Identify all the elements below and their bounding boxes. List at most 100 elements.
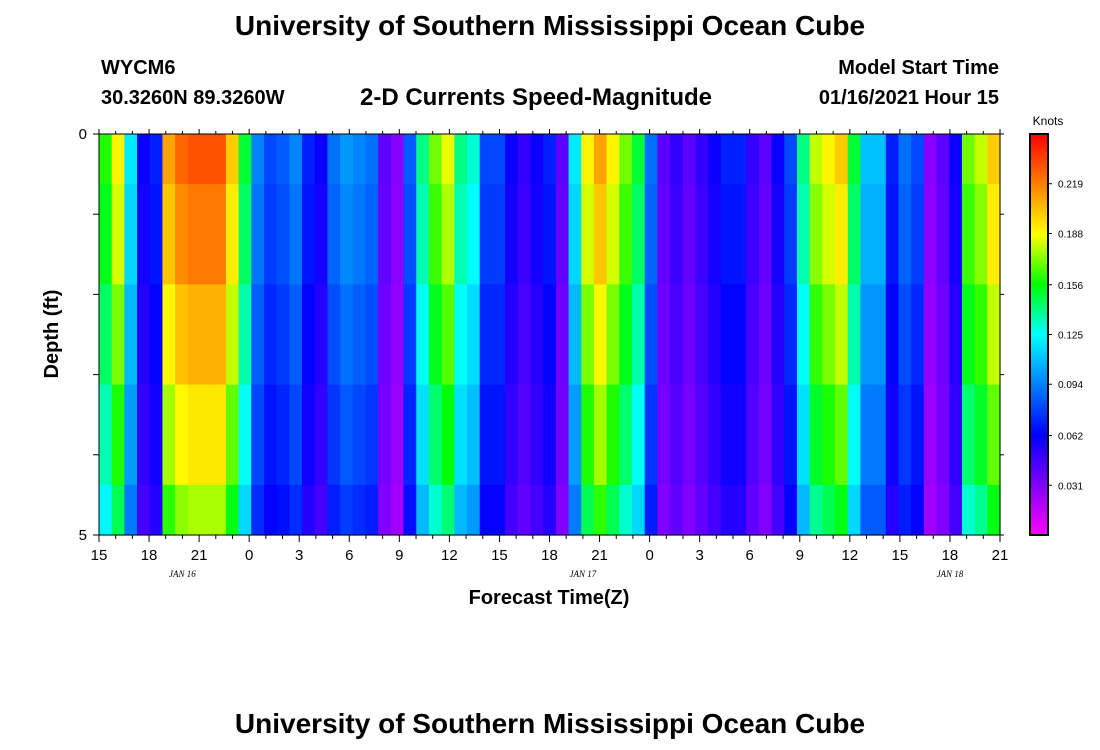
heatmap-cell [670,484,684,536]
heatmap-cell [428,384,443,486]
x-tick-label: 3 [295,547,303,564]
x-tick-label: 6 [345,547,353,564]
heatmap-cell [225,484,240,536]
heatmap-cell [251,184,265,285]
y-tick-label: 5 [79,527,87,544]
heatmap-cell [390,284,405,386]
heatmap-cell [911,284,925,386]
model-start-value: 01/16/2021 Hour 15 [818,87,999,109]
heatmap-cell [517,484,532,536]
heatmap-cell [720,184,735,285]
y-axis-label: Depth (ft) [41,290,63,379]
heatmap-cell [923,484,938,536]
heatmap-cell [733,184,747,285]
heatmap-cell [187,384,202,486]
heatmap-cell [695,134,709,185]
heatmap-cell [708,484,722,536]
heatmap-cell [708,184,722,285]
heatmap-cell [390,484,405,536]
heatmap-cell [340,134,354,185]
heatmap-cell [733,284,747,386]
heatmap-cell [479,284,493,386]
heatmap-cell [111,384,125,486]
heatmap-cell [822,484,836,536]
heatmap-cell [187,484,202,536]
heatmap-cell [149,184,164,285]
heatmap-cell [543,284,557,386]
heatmap-cell [847,484,862,536]
heatmap-cell [149,134,164,185]
heatmap-cell [213,184,227,285]
heatmap-cell [225,384,240,486]
heatmap-cell [479,384,493,486]
heatmap-cell [149,484,164,536]
heatmap-cell [898,284,912,386]
heatmap-cell [657,484,671,536]
heatmap-cell [492,484,506,536]
heatmap-cell [403,384,417,486]
x-tick-label: 9 [395,547,403,564]
heatmap-cell [428,134,443,185]
heatmap-cell [428,284,443,386]
heatmap-cell [530,184,544,285]
heatmap-cell [619,134,633,185]
heatmap-cell [403,484,417,536]
heatmap-cell [822,384,836,486]
heatmap-cell [873,184,887,285]
heatmap-cell [873,284,887,386]
heatmap-cell [746,184,760,285]
heatmap-cell [758,484,773,536]
heatmap-cell [162,134,176,185]
heatmap-cell [644,384,658,486]
heatmap-cell [276,134,290,185]
heatmap-cell [99,134,113,185]
heatmap-cell [784,284,798,386]
heatmap-cell [758,384,773,486]
heatmap-cell [720,484,735,536]
heatmap-cell [111,134,125,185]
heatmap-cell [441,484,455,536]
footer-title: University of Southern Mississippi Ocean… [234,708,866,739]
heatmap-cell [835,184,849,285]
heatmap-cell [682,184,697,285]
x-tick-label: 0 [645,547,653,564]
heatmap-cell [555,384,570,486]
chart-subtitle: 2-D Currents Speed-Magnitude [360,84,713,111]
x-tick-label: 3 [695,547,703,564]
heatmap-cell [746,284,760,386]
heatmap-cell [581,284,595,386]
heatmap-cell [454,284,468,386]
heatmap-cell [555,134,570,185]
y-axis: 05 [79,126,1004,544]
heatmap-cell [581,384,595,486]
heatmap-cell [835,134,849,185]
heatmap-cell [631,384,646,486]
heatmap-cell [606,384,620,486]
heatmap-cell [543,384,557,486]
x-tick-label: 12 [441,547,458,564]
heatmap-cell [555,184,570,285]
heatmap-cell [543,484,557,536]
heatmap-cell [593,284,608,386]
heatmap-cell [758,184,773,285]
heatmap-cell [365,484,379,536]
heatmap-cell [835,284,849,386]
heatmap-cell [593,134,608,185]
heatmap-cell [238,184,252,285]
heatmap-cell [187,184,202,285]
colorbar-tick-label: 0.031 [1058,481,1083,492]
heatmap-cell [923,184,938,285]
heatmap-cell [682,134,697,185]
heatmap-cell [124,284,138,386]
heatmap-cell [631,184,646,285]
heatmap-cell [276,384,290,486]
heatmap-cell [949,134,963,185]
model-start-label: Model Start Time [838,57,999,79]
heatmap-cell [505,134,519,185]
heatmap-cell [568,284,582,386]
station-id: WYCM6 [101,57,176,79]
heatmap-cell [961,134,976,185]
heatmap-cell [162,184,176,285]
heatmap-cell [238,134,252,185]
heatmap-cell [682,384,697,486]
